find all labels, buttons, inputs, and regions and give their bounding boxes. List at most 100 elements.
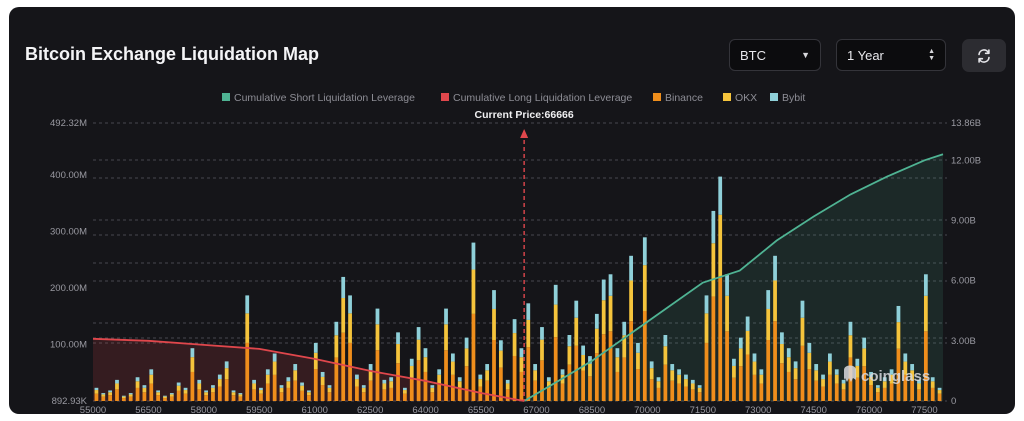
bar-binance — [121, 398, 126, 401]
bar-binance — [498, 367, 503, 401]
bar-bybit — [732, 358, 736, 366]
bar-bybit — [368, 364, 373, 371]
bar-okx — [361, 387, 366, 393]
bar-binance — [348, 342, 352, 401]
right-axis-tick: 0 — [951, 396, 956, 407]
bar-binance — [519, 371, 524, 401]
bar-binance — [786, 371, 791, 401]
bar-okx — [169, 394, 174, 397]
bar-binance — [780, 363, 784, 401]
bar-okx — [773, 280, 777, 322]
refresh-button[interactable] — [962, 39, 1006, 72]
left-axis-tick: 400.00M — [50, 170, 87, 181]
bar-binance — [313, 369, 318, 401]
bar-okx — [197, 383, 202, 390]
bar-bybit — [862, 337, 867, 349]
bar-binance — [937, 393, 942, 401]
bar-okx — [163, 396, 167, 399]
left-axis-tick: 492.32M — [50, 118, 87, 129]
bar-bybit — [457, 377, 462, 382]
period-select[interactable]: 1 Year ▲ ▼ — [836, 39, 946, 71]
bar-binance — [773, 321, 777, 401]
bar-binance — [677, 383, 681, 401]
bar-bybit — [875, 385, 880, 388]
bar-okx — [780, 344, 784, 364]
bar-okx — [752, 361, 757, 375]
bar-bybit — [307, 390, 311, 393]
liquidation-chart: Cumulative Short Liquidation Leverage Cum… — [50, 92, 981, 414]
bar-okx — [498, 350, 503, 368]
bar-bybit — [224, 361, 229, 369]
bar-okx — [437, 374, 442, 384]
legend-label: Bybit — [782, 92, 805, 104]
x-axis-tick: 71500 — [690, 405, 716, 414]
bar-okx — [492, 308, 496, 341]
bar-binance — [94, 393, 99, 401]
bar-binance — [156, 395, 161, 401]
bar-binance — [307, 395, 311, 401]
bar-bybit — [327, 385, 332, 388]
bar-okx — [231, 392, 236, 396]
short-cumulative-area — [524, 154, 943, 401]
bar-okx — [567, 346, 572, 365]
left-axis-tick: 100.00M — [50, 340, 87, 351]
bar-bybit — [725, 274, 729, 296]
bar-okx — [478, 379, 483, 387]
bar-bybit — [149, 369, 154, 375]
bar-bybit — [348, 295, 352, 314]
x-axis-tick: 68500 — [579, 405, 605, 414]
bar-bybit — [190, 348, 195, 358]
bar-bybit — [896, 305, 901, 323]
bar-binance — [540, 360, 544, 401]
bar-binance — [368, 380, 373, 401]
bar-okx — [649, 368, 654, 380]
bar-bybit — [272, 353, 277, 362]
bar-bybit — [94, 387, 99, 391]
x-axis-tick: 55000 — [80, 405, 106, 414]
legend-label: OKX — [735, 92, 757, 104]
bar-bybit — [450, 353, 455, 362]
x-axis-tick: 61000 — [302, 405, 328, 414]
bar-bybit — [814, 364, 819, 371]
bar-binance — [217, 386, 222, 401]
bar-okx — [512, 333, 517, 356]
bar-bybit — [526, 303, 531, 320]
x-axis-tick: 67000 — [523, 405, 549, 414]
legend-swatch — [441, 93, 449, 101]
bar-okx — [238, 394, 243, 397]
bar-binance — [670, 380, 675, 401]
bar-bybit — [622, 321, 627, 336]
bar-bybit — [546, 377, 551, 382]
bar-bybit — [759, 369, 764, 375]
bar-binance — [163, 398, 167, 401]
bar-binance — [738, 366, 743, 401]
bar-binance — [896, 348, 901, 401]
bar-bybit — [793, 361, 798, 369]
bar-binance — [430, 392, 435, 401]
bar-bybit — [636, 342, 640, 353]
bar-binance — [601, 334, 606, 401]
bar-bybit — [375, 308, 380, 325]
legend-swatch — [770, 93, 778, 101]
bar-binance — [457, 387, 462, 401]
bar-bybit — [930, 377, 935, 382]
x-axis-tick: 62500 — [357, 405, 383, 414]
bar-okx — [807, 352, 812, 370]
short-cumulative-line — [523, 153, 944, 402]
bar-okx — [636, 352, 640, 370]
bar-binance — [108, 395, 113, 401]
bar-okx — [115, 383, 119, 390]
bar-bybit — [821, 374, 825, 380]
bar-binance — [176, 390, 181, 401]
bar-okx — [540, 339, 544, 361]
symbol-select[interactable]: BTC ▼ — [729, 39, 821, 71]
bar-binance — [711, 296, 716, 401]
bar-okx — [101, 394, 106, 397]
bar-bybit — [286, 377, 291, 382]
bar-binance — [526, 347, 531, 401]
bar-binance — [807, 369, 812, 401]
bar-bybit — [478, 374, 483, 380]
bar-okx — [862, 348, 867, 367]
legend-label: Cumulative Long Liquidation Leverage — [453, 92, 632, 104]
bar-bybit — [382, 379, 387, 384]
